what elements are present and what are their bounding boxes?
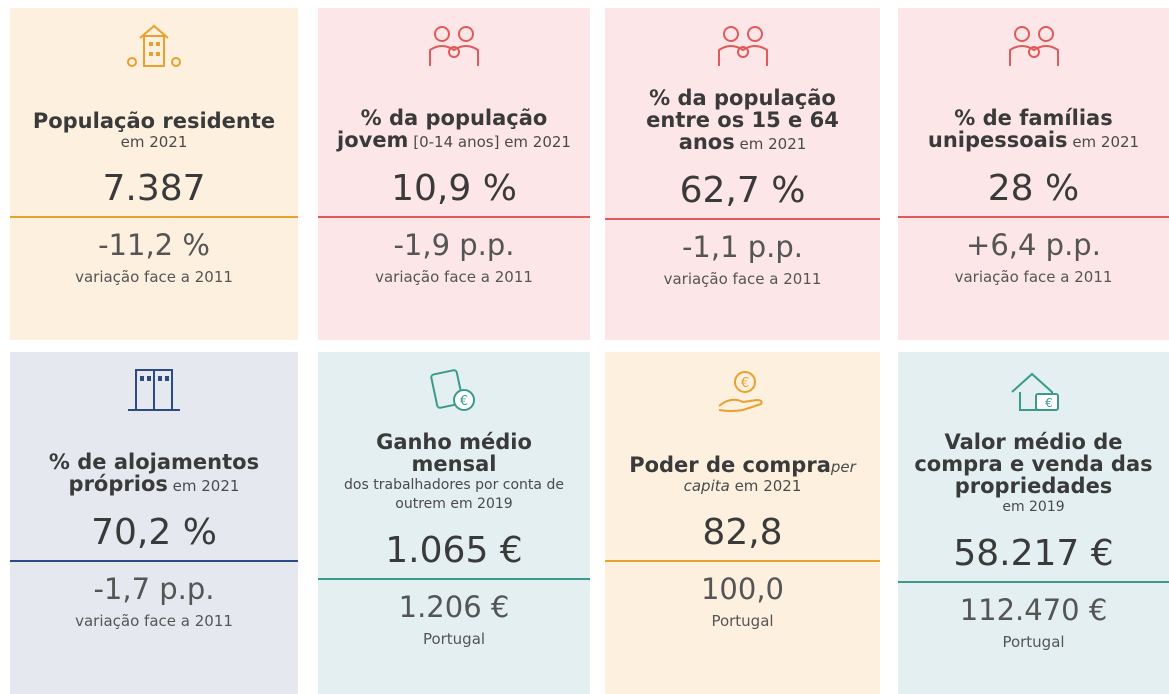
title-text: Poder de compraper capita em 2021 — [617, 455, 868, 496]
icon: € — [1010, 372, 1059, 411]
icon — [127, 24, 181, 67]
divider — [318, 578, 590, 580]
title-part: População residente — [32, 109, 276, 133]
title-text: % da população entre os 15 e 64 anos em … — [617, 88, 868, 154]
value: 62,7 % — [679, 170, 806, 211]
comparison: -11,2 % — [98, 228, 210, 262]
icon — [128, 369, 180, 411]
card-title: % da população entre os 15 e 64 anos em … — [605, 84, 880, 154]
card: % da população entre os 15 e 64 anos em … — [605, 8, 880, 340]
title-part: Ganho médio mensal — [376, 430, 532, 476]
title-text: % de famílias unipessoais em 2021 — [910, 108, 1157, 152]
svg-text:€: € — [740, 376, 748, 391]
comparison-label: Portugal — [711, 612, 774, 630]
title-text: Valor médio de compra e venda das propri… — [910, 432, 1157, 517]
card: População residente em 2021 7.387 -11,2 % v… — [10, 8, 298, 340]
card-title: % de famílias unipessoais em 2021 — [898, 84, 1169, 152]
title-text: % de alojamentos próprios em 2021 — [22, 452, 286, 496]
card-title: População residente em 2021 — [10, 84, 298, 152]
value: 82,8 — [702, 512, 783, 553]
icon — [717, 26, 768, 66]
value: 1.065 € — [385, 530, 523, 571]
title-part: em 2021 — [1067, 133, 1140, 151]
divider — [898, 581, 1169, 583]
comparison-label: Portugal — [1002, 633, 1065, 651]
card-title: Ganho médio mensal dos trabalhadores por … — [318, 428, 590, 514]
title-part: em 2021 — [729, 477, 802, 495]
comparison: +6,4 p.p. — [966, 228, 1101, 262]
card: % de alojamentos próprios em 2021 70,2 % -… — [10, 352, 298, 694]
value: 28 % — [987, 168, 1080, 209]
comparison-label: variação face a 2011 — [75, 612, 233, 630]
card-title: Poder de compraper capita em 2021 — [605, 428, 880, 496]
divider — [605, 560, 880, 562]
icon: € — [717, 371, 762, 412]
comparison-label: variação face a 2011 — [663, 270, 822, 288]
title-part: % da população entre os 15 e 64 anos — [646, 86, 839, 154]
title-part: em 2021 — [120, 133, 188, 151]
title-part: % de famílias unipessoais — [927, 106, 1113, 152]
card: € Poder de compraper capita em 2021 82,8 10… — [605, 352, 880, 694]
title-part: dos trabalhadores por conta de outrem em… — [344, 477, 564, 512]
card-title: Valor médio de compra e venda das propri… — [898, 428, 1169, 517]
icon: € — [430, 369, 475, 411]
comparison-label: variação face a 2011 — [954, 268, 1113, 286]
card: % de famílias unipessoais em 2021 28 % +6,… — [898, 8, 1169, 340]
comparison-label: variação face a 2011 — [75, 268, 233, 286]
title-part: em 2019 — [1002, 499, 1065, 515]
title-part: Poder de compra — [629, 453, 831, 477]
comparison: 112.470 € — [959, 593, 1108, 627]
card: € Ganho médio mensal dos trabalhadores por… — [318, 352, 590, 694]
comparison: -1,1 p.p. — [681, 230, 804, 264]
title-part: [0-14 anos] em 2021 — [408, 133, 571, 151]
comparison: 100,0 — [700, 572, 785, 606]
divider — [318, 216, 590, 218]
comparison: 1.206 € — [398, 590, 510, 624]
value: 7.387 — [102, 168, 206, 209]
card-title: % da população jovem [0-14 anos] em 2021 — [318, 84, 590, 152]
icon — [1008, 26, 1059, 66]
divider — [898, 216, 1169, 218]
title-part: em 2021 — [734, 135, 807, 153]
divider — [10, 216, 298, 218]
svg-text:€: € — [1045, 396, 1053, 410]
title-text: População residente em 2021 — [22, 111, 286, 152]
value: 70,2 % — [91, 512, 217, 553]
comparison-label: Portugal — [422, 630, 486, 648]
icon — [429, 26, 479, 66]
card: € Valor médio de compra e venda das propr… — [898, 352, 1169, 694]
title-part: Valor médio de compra e venda das propri… — [914, 430, 1153, 498]
title-text: % da população jovem [0-14 anos] em 2021 — [330, 108, 578, 152]
card: % da população jovem [0-14 anos] em 2021… — [318, 8, 590, 340]
value: 10,9 % — [391, 168, 517, 209]
title-part: em 2021 — [167, 477, 240, 495]
comparison: -1,7 p.p. — [93, 572, 215, 606]
comparison-label: variação face a 2011 — [375, 268, 533, 286]
title-part: per capita — [683, 458, 856, 495]
value: 58.217 € — [953, 533, 1114, 574]
divider — [10, 560, 298, 562]
card-title: % de alojamentos próprios em 2021 — [10, 428, 298, 496]
title-part: % de alojamentos próprios — [48, 450, 260, 496]
comparison: -1,9 p.p. — [393, 228, 515, 262]
divider — [605, 218, 880, 220]
title-part: % da população jovem — [337, 106, 548, 152]
svg-text:€: € — [460, 394, 468, 409]
title-text: Ganho médio mensal dos trabalhadores por … — [330, 432, 578, 514]
